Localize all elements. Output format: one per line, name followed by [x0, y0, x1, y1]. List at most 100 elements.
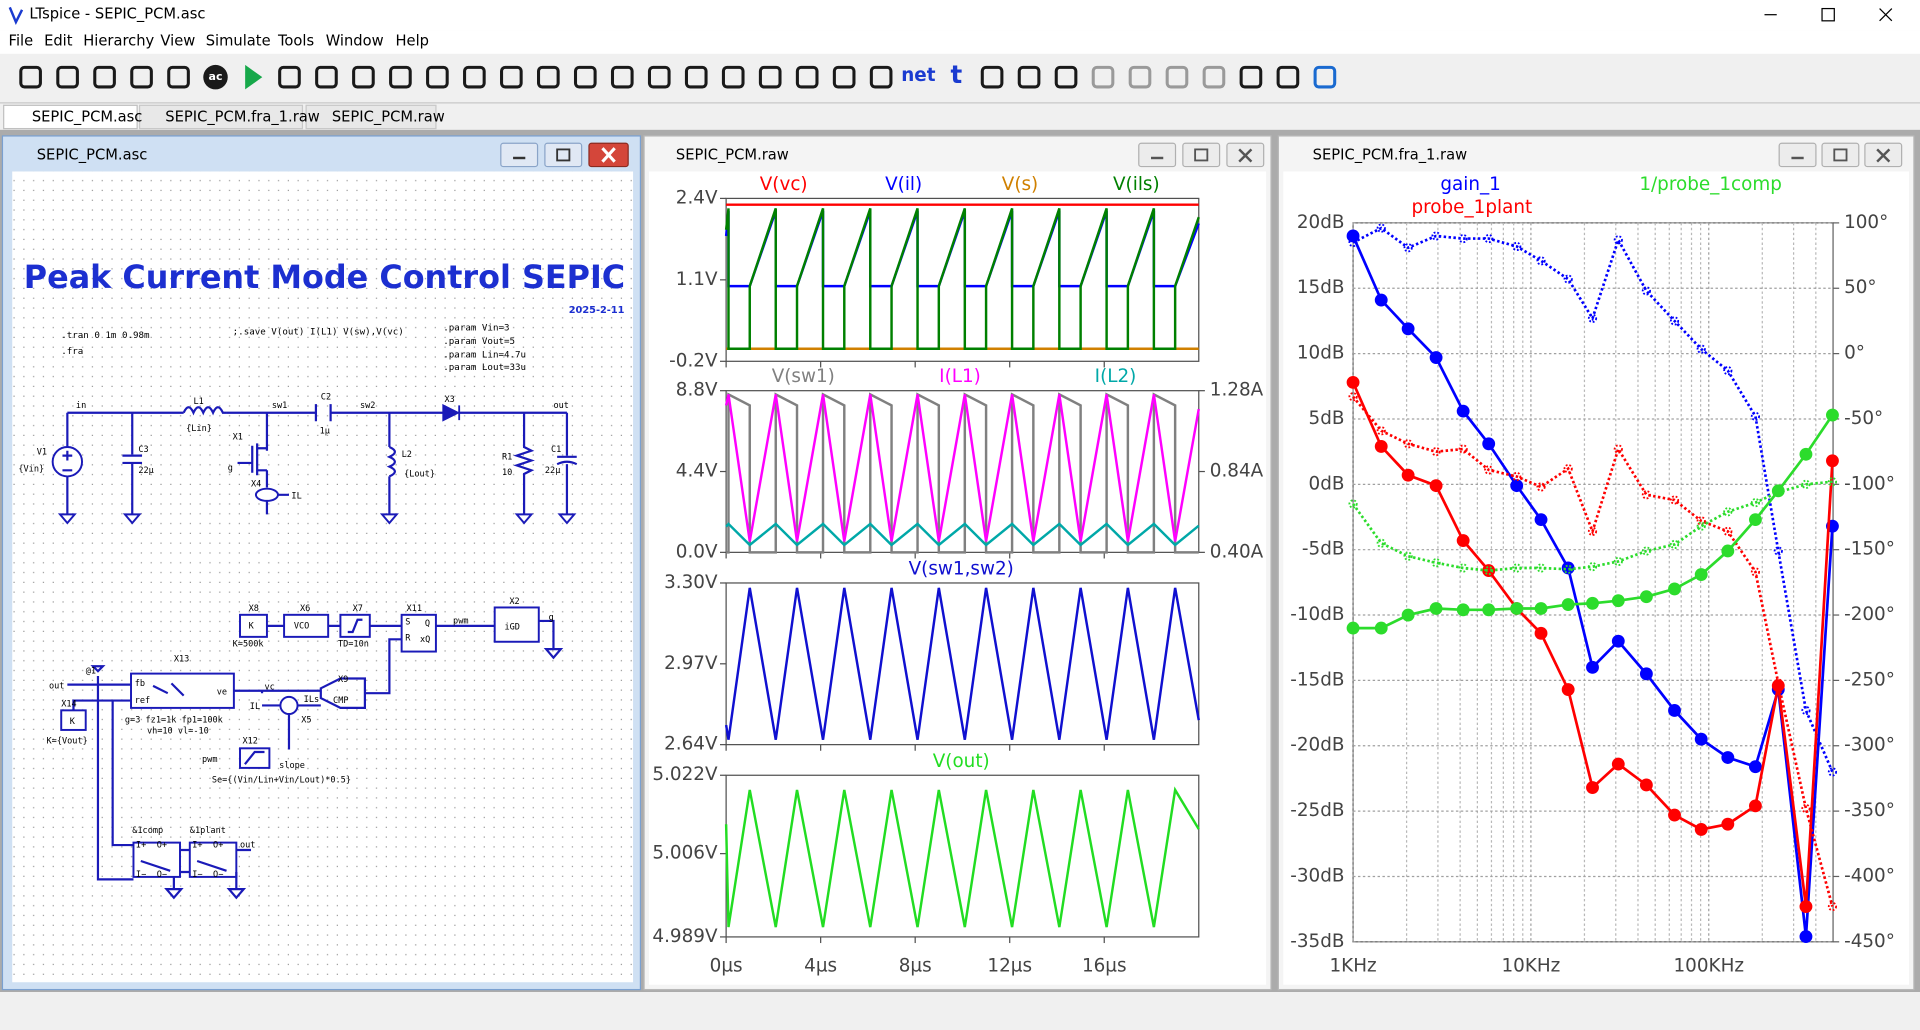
magnitude-point — [1748, 760, 1762, 774]
tool-icon[interactable] — [832, 65, 856, 89]
phase-point — [1431, 558, 1441, 568]
tool-icon[interactable] — [1239, 65, 1263, 89]
x-tick-label: 12µs — [987, 955, 1032, 976]
active-tab[interactable] — [3, 104, 138, 130]
phase-point — [1696, 344, 1706, 354]
schematic-label: 22µ — [545, 466, 560, 476]
tool-icon[interactable] — [93, 65, 116, 89]
schematic-label: vh=10 vl=-10 — [147, 727, 209, 737]
menu-item[interactable]: View — [160, 33, 195, 50]
menu-item[interactable]: Hierarchy — [83, 33, 154, 50]
magnitude-point — [1748, 513, 1762, 527]
menu-item[interactable]: Help — [396, 33, 429, 50]
tool-icon[interactable] — [1313, 65, 1337, 89]
tool-icon[interactable] — [647, 65, 671, 89]
tab[interactable] — [138, 104, 304, 130]
x-tick-label: 8µs — [899, 955, 932, 976]
tool-icon[interactable] — [721, 65, 745, 89]
tab-label[interactable]: SEPIC_PCM.asc — [32, 109, 143, 126]
tool-icon[interactable] — [19, 65, 42, 89]
close-button[interactable] — [1879, 8, 1893, 22]
magnitude-point — [1456, 534, 1470, 547]
tool-icon[interactable] — [869, 65, 893, 89]
menu-item[interactable]: Edit — [44, 33, 73, 50]
tool-icon[interactable] — [1276, 65, 1300, 89]
phase-point — [1563, 464, 1573, 474]
tab-label[interactable]: SEPIC_PCM.raw — [332, 109, 445, 126]
schematic-label: X2 — [509, 597, 519, 607]
tab[interactable] — [305, 104, 437, 130]
waveform-canvas[interactable] — [648, 171, 1267, 985]
schematic-date: 2025-2-11 — [569, 305, 625, 316]
trace-name: V(out) — [933, 751, 990, 772]
minimize-button[interactable] — [1138, 142, 1177, 168]
tool-icon[interactable] — [1165, 65, 1189, 89]
menu-item[interactable]: Simulate — [206, 33, 271, 50]
tool-icon — [203, 64, 228, 90]
y-tick-label: 20dB — [1297, 212, 1345, 233]
tool-icon[interactable] — [1202, 65, 1226, 89]
magnitude-point — [1748, 799, 1762, 813]
phase-point — [1696, 521, 1706, 531]
magnitude-point — [1611, 634, 1625, 648]
trace-name: V(vc) — [760, 174, 808, 195]
tool-icon[interactable] — [167, 65, 190, 89]
tool-icon[interactable] — [980, 65, 1004, 89]
schematic-label: IL — [250, 702, 260, 712]
tool-icon[interactable] — [389, 65, 412, 89]
tool-icon[interactable] — [426, 65, 449, 89]
restore-button[interactable] — [1821, 142, 1860, 168]
tool-icon[interactable] — [1091, 65, 1115, 89]
y-tick-label: 2.97V — [664, 653, 718, 674]
tool-icon[interactable] — [573, 65, 597, 89]
trace-name: V(sw1) — [772, 366, 835, 387]
y-tick-label: 2.64V — [664, 734, 718, 755]
spice-directive: .param Vin=3 — [443, 323, 509, 334]
tool-icon[interactable] — [352, 65, 375, 89]
menu-item[interactable]: File — [9, 33, 34, 50]
menu-item[interactable]: Window — [326, 33, 384, 50]
tool-icon[interactable] — [536, 65, 560, 89]
magnitude-point — [1401, 468, 1415, 482]
tool-icon[interactable] — [500, 65, 523, 89]
menu-item[interactable]: Tools — [277, 33, 314, 50]
tool-icon[interactable] — [684, 65, 708, 89]
y2-tick-label: 0.84A — [1210, 461, 1264, 482]
phase-point — [1613, 556, 1623, 567]
magnitude-point — [1611, 757, 1625, 771]
schematic-label: out — [49, 681, 64, 691]
tab-label[interactable]: SEPIC_PCM.fra_1.raw — [165, 109, 319, 126]
tool-icon[interactable] — [1017, 65, 1041, 89]
tool-icon[interactable] — [1054, 65, 1078, 89]
schematic-label: X7 — [353, 604, 363, 614]
magnitude-point — [1639, 778, 1653, 792]
tool-icon[interactable] — [56, 65, 79, 89]
tool-icon[interactable] — [278, 65, 301, 89]
magnitude-point — [1799, 447, 1813, 461]
phase-point — [1348, 392, 1358, 402]
restore-button[interactable] — [544, 142, 583, 168]
magnitude-point — [1694, 732, 1708, 746]
phase-point — [1536, 563, 1546, 573]
tool-icon[interactable] — [130, 65, 153, 89]
minimize-button[interactable] — [1778, 142, 1817, 168]
y-tick-label: 4.4V — [676, 461, 718, 482]
minimize-button[interactable] — [500, 142, 539, 168]
tool-icon[interactable] — [758, 65, 782, 89]
phase-point — [1484, 233, 1494, 244]
tool-icon[interactable] — [795, 65, 819, 89]
restore-button[interactable] — [1182, 142, 1221, 168]
tool-icon[interactable] — [315, 65, 338, 89]
trace — [724, 786, 1200, 928]
tool-icon[interactable] — [1128, 65, 1152, 89]
window-title: SEPIC_PCM.raw — [676, 147, 789, 164]
maximize-button[interactable] — [1821, 7, 1835, 22]
tool-icon[interactable] — [463, 65, 486, 89]
schematic-label: X4 — [251, 479, 261, 489]
magnitude-point — [1346, 375, 1360, 389]
schematic-label: IL — [291, 492, 301, 502]
phase-point — [1801, 803, 1811, 814]
tool-label: t — [950, 60, 962, 89]
tool-icon[interactable] — [610, 65, 634, 89]
